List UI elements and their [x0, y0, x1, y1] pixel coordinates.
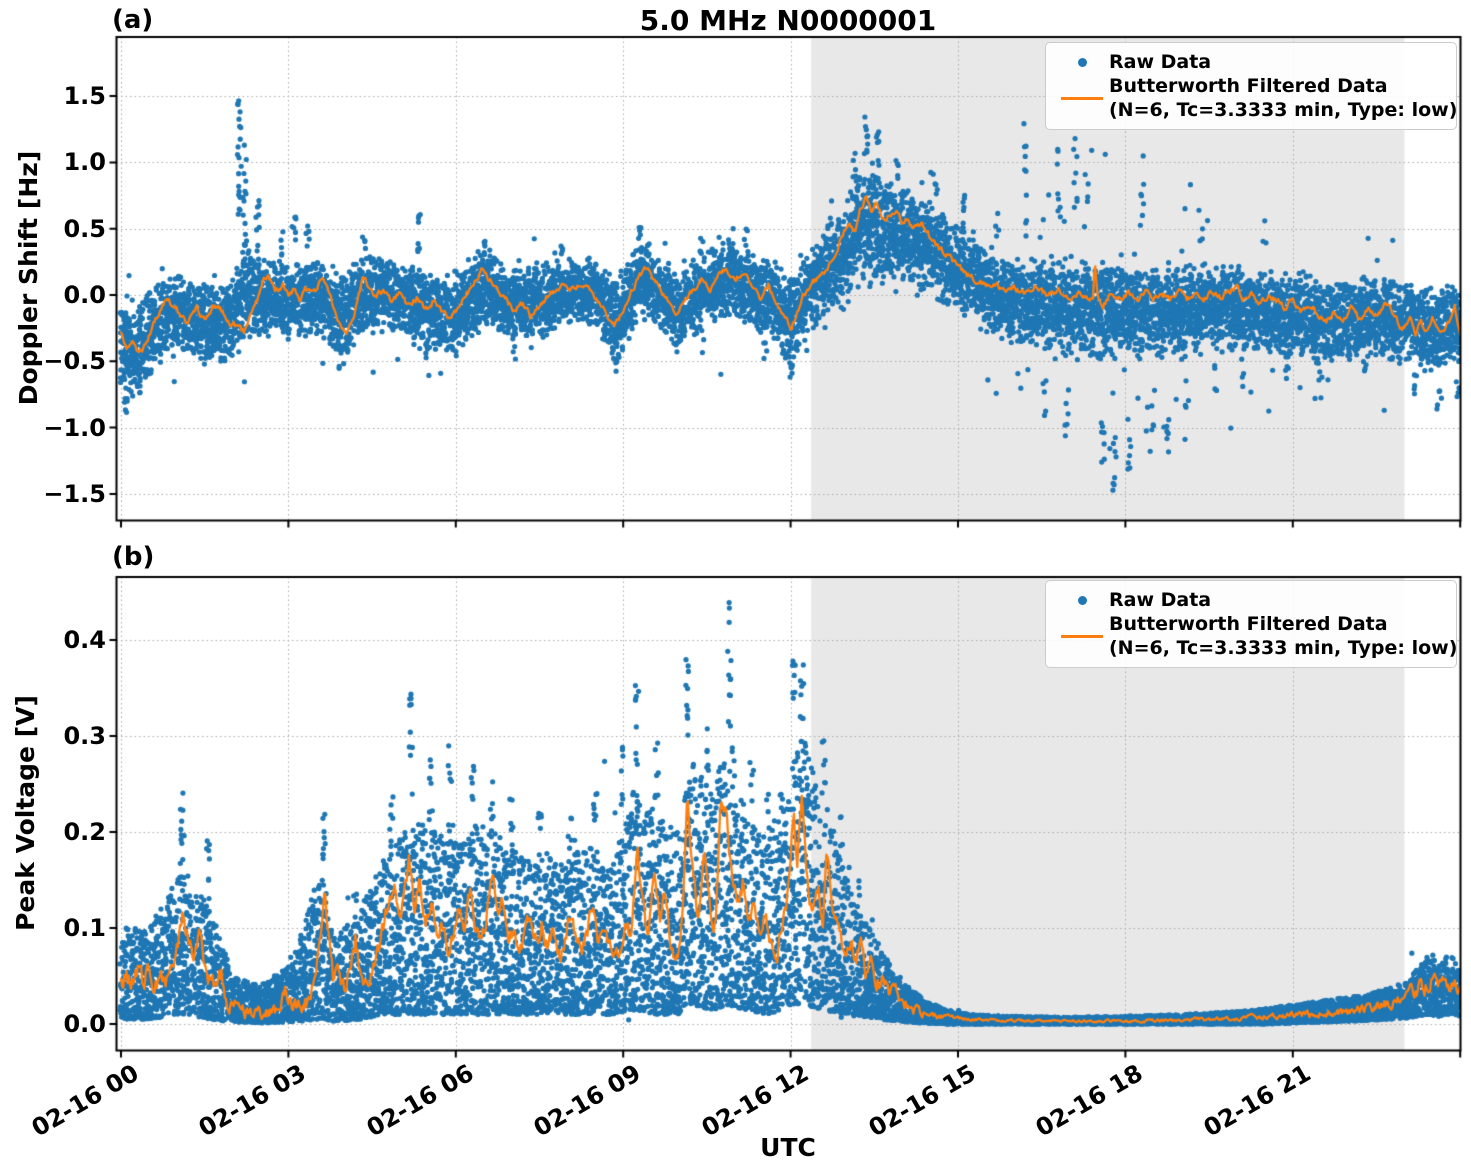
legend-entry-filtered: Butterworth Filtered Data (N=6, Tc=3.333…: [1055, 612, 1457, 660]
legend-entry-raw: Raw Data: [1055, 588, 1447, 612]
filtered-line-icon: [1055, 634, 1109, 638]
panel-a-label: (a): [112, 5, 154, 35]
y-tick-label: −0.5: [43, 347, 106, 376]
legend-panel-b: Raw Data Butterworth Filtered Data (N=6,…: [1045, 580, 1457, 668]
filtered-line-icon: [1055, 96, 1109, 100]
legend-filtered-label-line1: Butterworth Filtered Data: [1109, 75, 1388, 97]
x-axis-label: UTC: [760, 1133, 816, 1162]
legend-filtered-label-line2: (N=6, Tc=3.3333 min, Type: low): [1109, 637, 1458, 659]
raw-data-dot-icon: [1055, 595, 1109, 605]
legend-entry-raw: Raw Data: [1055, 50, 1447, 74]
raw-data-dot-icon: [1055, 57, 1109, 67]
legend-raw-label: Raw Data: [1109, 589, 1212, 611]
panel-b-label: (b): [112, 542, 155, 572]
legend-raw-label: Raw Data: [1109, 51, 1212, 73]
y-tick-label: 0.3: [63, 722, 106, 750]
y-tick-label: 0.0: [63, 1010, 106, 1038]
figure-title: 5.0 MHz N0000001: [639, 4, 937, 37]
y-tick-label: 0.0: [63, 281, 106, 309]
y-tick-label: 0.4: [63, 626, 106, 654]
legend-filtered-label-line2: (N=6, Tc=3.3333 min, Type: low): [1109, 99, 1458, 121]
legend-entry-filtered: Butterworth Filtered Data (N=6, Tc=3.333…: [1055, 74, 1457, 122]
y-tick-label: 0.2: [63, 818, 106, 846]
y-tick-label: 1.5: [63, 82, 106, 111]
y-tick-label: −1.5: [43, 479, 106, 508]
legend-filtered-label-line1: Butterworth Filtered Data: [1109, 613, 1388, 635]
legend-panel-a: Raw Data Butterworth Filtered Data (N=6,…: [1045, 42, 1457, 130]
y-tick-label: 0.1: [63, 914, 106, 942]
y-tick-label: 1.0: [63, 148, 106, 177]
y-tick-label: 0.5: [63, 214, 106, 243]
y-tick-label: −1.0: [43, 413, 106, 442]
